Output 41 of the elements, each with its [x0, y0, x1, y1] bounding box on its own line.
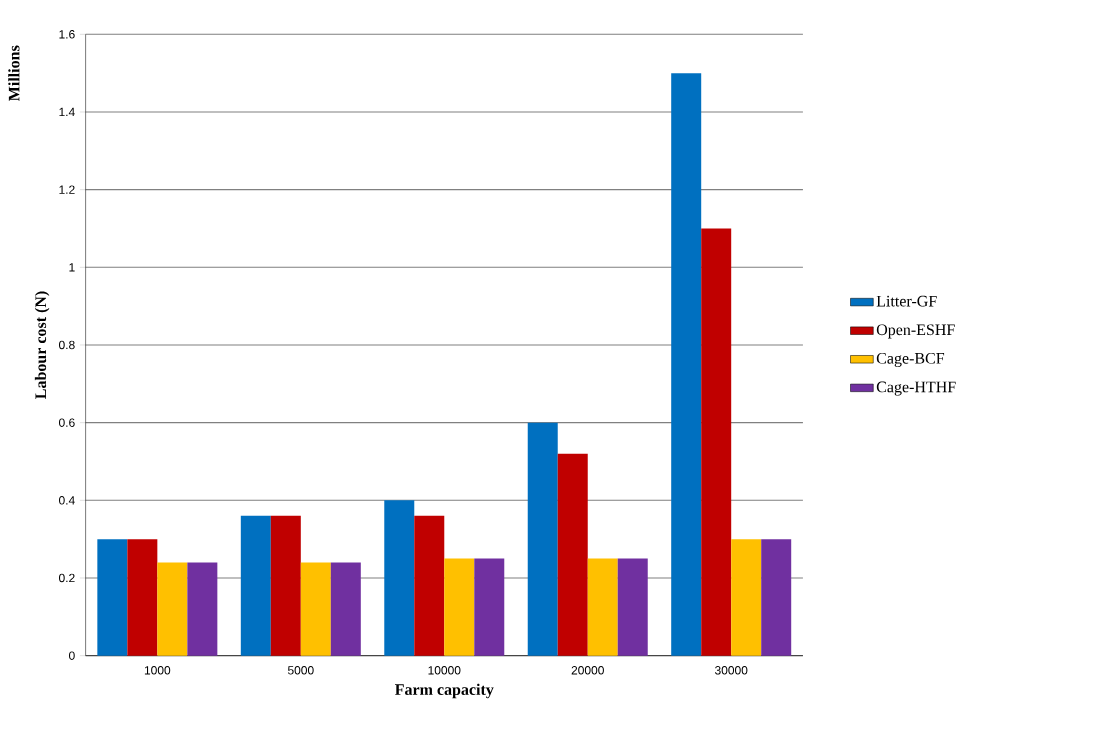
- y-tick-label: 0.6: [58, 418, 75, 427]
- bar: [474, 558, 505, 656]
- bar: [444, 558, 475, 656]
- bar: [330, 562, 361, 656]
- bar: [761, 539, 792, 656]
- x-tick-label: 10000: [428, 666, 461, 675]
- bar: [187, 562, 218, 656]
- bar: [240, 515, 271, 656]
- x-tick-label: 30000: [714, 666, 748, 675]
- text: Millions: [8, 45, 20, 101]
- bar: [731, 539, 762, 656]
- bar: [127, 539, 158, 656]
- y-tick-label: 1: [69, 263, 75, 272]
- bar: [157, 562, 188, 656]
- y-tick-label: 1.2: [59, 185, 75, 194]
- bar: [557, 453, 588, 656]
- y-axis-title: Labour cost (N): [34, 291, 50, 399]
- legend-label: Cage-HTHF: [876, 381, 956, 396]
- legend-label: Litter-GF: [876, 295, 937, 307]
- bar: [617, 558, 648, 656]
- bar: [414, 515, 445, 656]
- y-tick-label: 1.6: [59, 30, 75, 39]
- x-axis-title: Farm capacity: [395, 683, 494, 699]
- legend-label: Open-ESHF: [876, 324, 955, 339]
- y-tick-label: 0.2: [58, 573, 75, 583]
- bar: [587, 558, 618, 656]
- x-tick-label: 20000: [571, 666, 604, 675]
- bar: [671, 73, 702, 656]
- y-tick-label: 0.8: [58, 340, 75, 350]
- bar: [527, 422, 558, 656]
- x-tick-label: 1000: [144, 666, 171, 675]
- y-tick-label: 0.4: [58, 496, 75, 505]
- x-tick-label: 5000: [287, 666, 314, 675]
- bar: [97, 539, 128, 656]
- legend-label: Cage-BCF: [876, 352, 945, 368]
- bar: [701, 228, 732, 656]
- bar: [384, 500, 415, 656]
- y-tick-label: 1.4: [59, 107, 75, 117]
- bar: [270, 515, 301, 656]
- bar: [300, 562, 331, 656]
- y-tick-label: 0: [68, 651, 75, 660]
